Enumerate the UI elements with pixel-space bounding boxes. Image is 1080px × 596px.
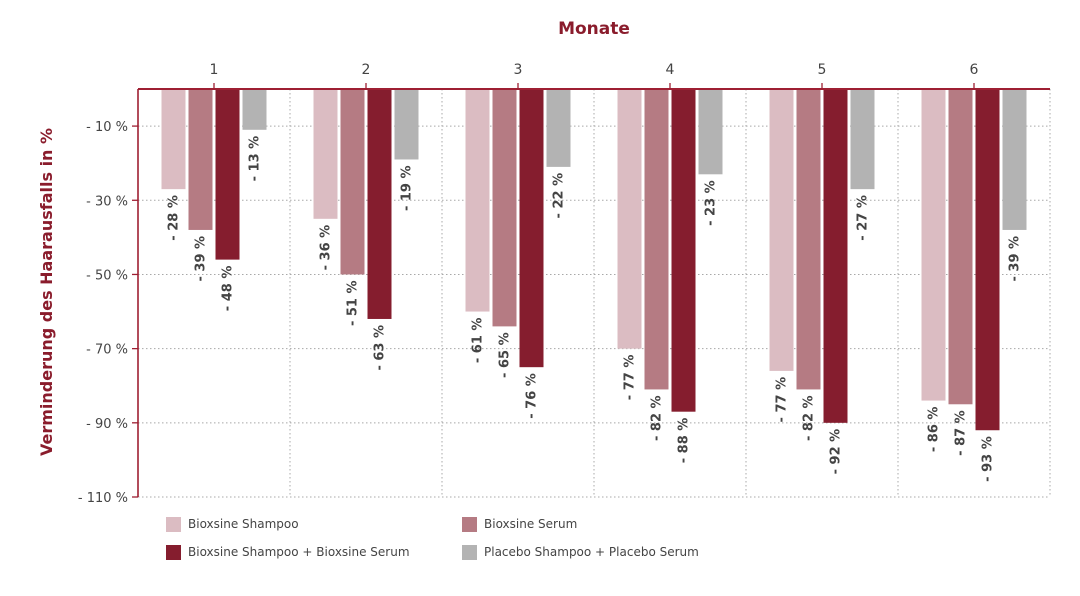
axis-layer: - 10 % - 30 % - 50 % - 70 % - 90 % - 110 % 1 2 3… <box>78 62 1050 506</box>
y-tick-label: - 70 % <box>86 343 128 358</box>
data-label: - 28 % <box>167 195 182 241</box>
data-label: - 86 % <box>927 407 942 453</box>
data-label: - 22 % <box>552 173 567 219</box>
data-label: - 23 % <box>704 180 719 226</box>
legend-label: Bioxsine Shampoo + Bioxsine Serum <box>188 545 410 559</box>
legend-item-shampoo-plus-serum: Bioxsine Shampoo + Bioxsine Serum <box>166 542 410 562</box>
bar <box>519 90 544 368</box>
y-tick-label: - 90 % <box>86 417 128 432</box>
bar <box>671 90 696 412</box>
data-label: - 77 % <box>775 377 790 423</box>
legend-label: Placebo Shampoo + Placebo Serum <box>484 545 699 559</box>
x-tick-label: 6 <box>970 62 979 78</box>
grid-layer <box>138 89 1051 498</box>
data-label: - 92 % <box>829 429 844 475</box>
data-label: - 93 % <box>981 436 996 482</box>
bar <box>975 90 1000 431</box>
legend-swatch <box>166 516 181 532</box>
legend-label: Bioxsine Serum <box>484 517 578 531</box>
legend-item-placebo: Placebo Shampoo + Placebo Serum <box>462 542 699 562</box>
data-label: - 39 % <box>1008 236 1023 282</box>
data-label: - 87 % <box>954 410 969 456</box>
data-label: - 61 % <box>471 318 486 364</box>
legend-item-bioxsine-shampoo: Bioxsine Shampoo <box>166 514 299 534</box>
bars-layer <box>161 90 1027 431</box>
y-tick-label: - 30 % <box>86 194 128 209</box>
bar <box>215 90 240 260</box>
y-tick-label: - 50 % <box>86 268 128 283</box>
bar <box>394 90 419 160</box>
data-label: - 76 % <box>525 373 540 419</box>
labels-layer: - 28 % - 39 % - 48 % - 13 % - 36 % - 51 % - 63… <box>167 136 1023 482</box>
bar <box>823 90 848 423</box>
bar <box>546 90 571 167</box>
bar <box>367 90 392 319</box>
bar <box>921 90 946 401</box>
data-label: - 19 % <box>400 165 415 211</box>
y-axis-label: Verminderung des Haarausfalls in % <box>37 128 56 456</box>
bar <box>313 90 338 219</box>
data-label: - 63 % <box>373 325 388 371</box>
data-label: - 39 % <box>194 236 209 282</box>
data-label: - 77 % <box>623 355 638 401</box>
legend-swatch <box>462 544 477 560</box>
bar <box>948 90 973 405</box>
chart-title: Monate <box>558 19 630 39</box>
x-tick-label: 2 <box>362 62 371 78</box>
bar <box>698 90 723 175</box>
bar <box>644 90 669 390</box>
bar <box>617 90 642 349</box>
bar <box>492 90 517 327</box>
bar <box>796 90 821 390</box>
y-tick-label: - 10 % <box>86 120 128 135</box>
bar <box>161 90 186 190</box>
data-label: - 48 % <box>221 266 236 312</box>
legend-label: Bioxsine Shampoo <box>188 517 299 531</box>
y-tick-label: - 110 % <box>78 491 128 506</box>
data-label: - 82 % <box>650 395 665 441</box>
data-label: - 88 % <box>677 418 692 464</box>
bar <box>188 90 213 230</box>
data-label: - 51 % <box>346 280 361 326</box>
data-label: - 27 % <box>856 195 871 241</box>
legend-item-bioxsine-serum: Bioxsine Serum <box>462 514 577 534</box>
bar <box>340 90 365 275</box>
x-tick-label: 1 <box>210 62 219 78</box>
data-label: - 36 % <box>319 225 334 271</box>
bar <box>1002 90 1027 230</box>
bar <box>769 90 794 371</box>
x-tick-label: 4 <box>666 62 675 78</box>
bar <box>850 90 875 190</box>
x-tick-label: 3 <box>514 62 523 78</box>
data-label: - 82 % <box>802 395 817 441</box>
bar <box>242 90 267 130</box>
legend-swatch <box>166 544 181 560</box>
chart-legend: Bioxsine Shampoo Bioxsine Serum Bioxsine… <box>166 514 806 574</box>
data-label: - 13 % <box>248 136 263 182</box>
x-tick-label: 5 <box>818 62 827 78</box>
legend-swatch <box>462 516 477 532</box>
bar <box>465 90 490 312</box>
data-label: - 65 % <box>498 332 513 378</box>
